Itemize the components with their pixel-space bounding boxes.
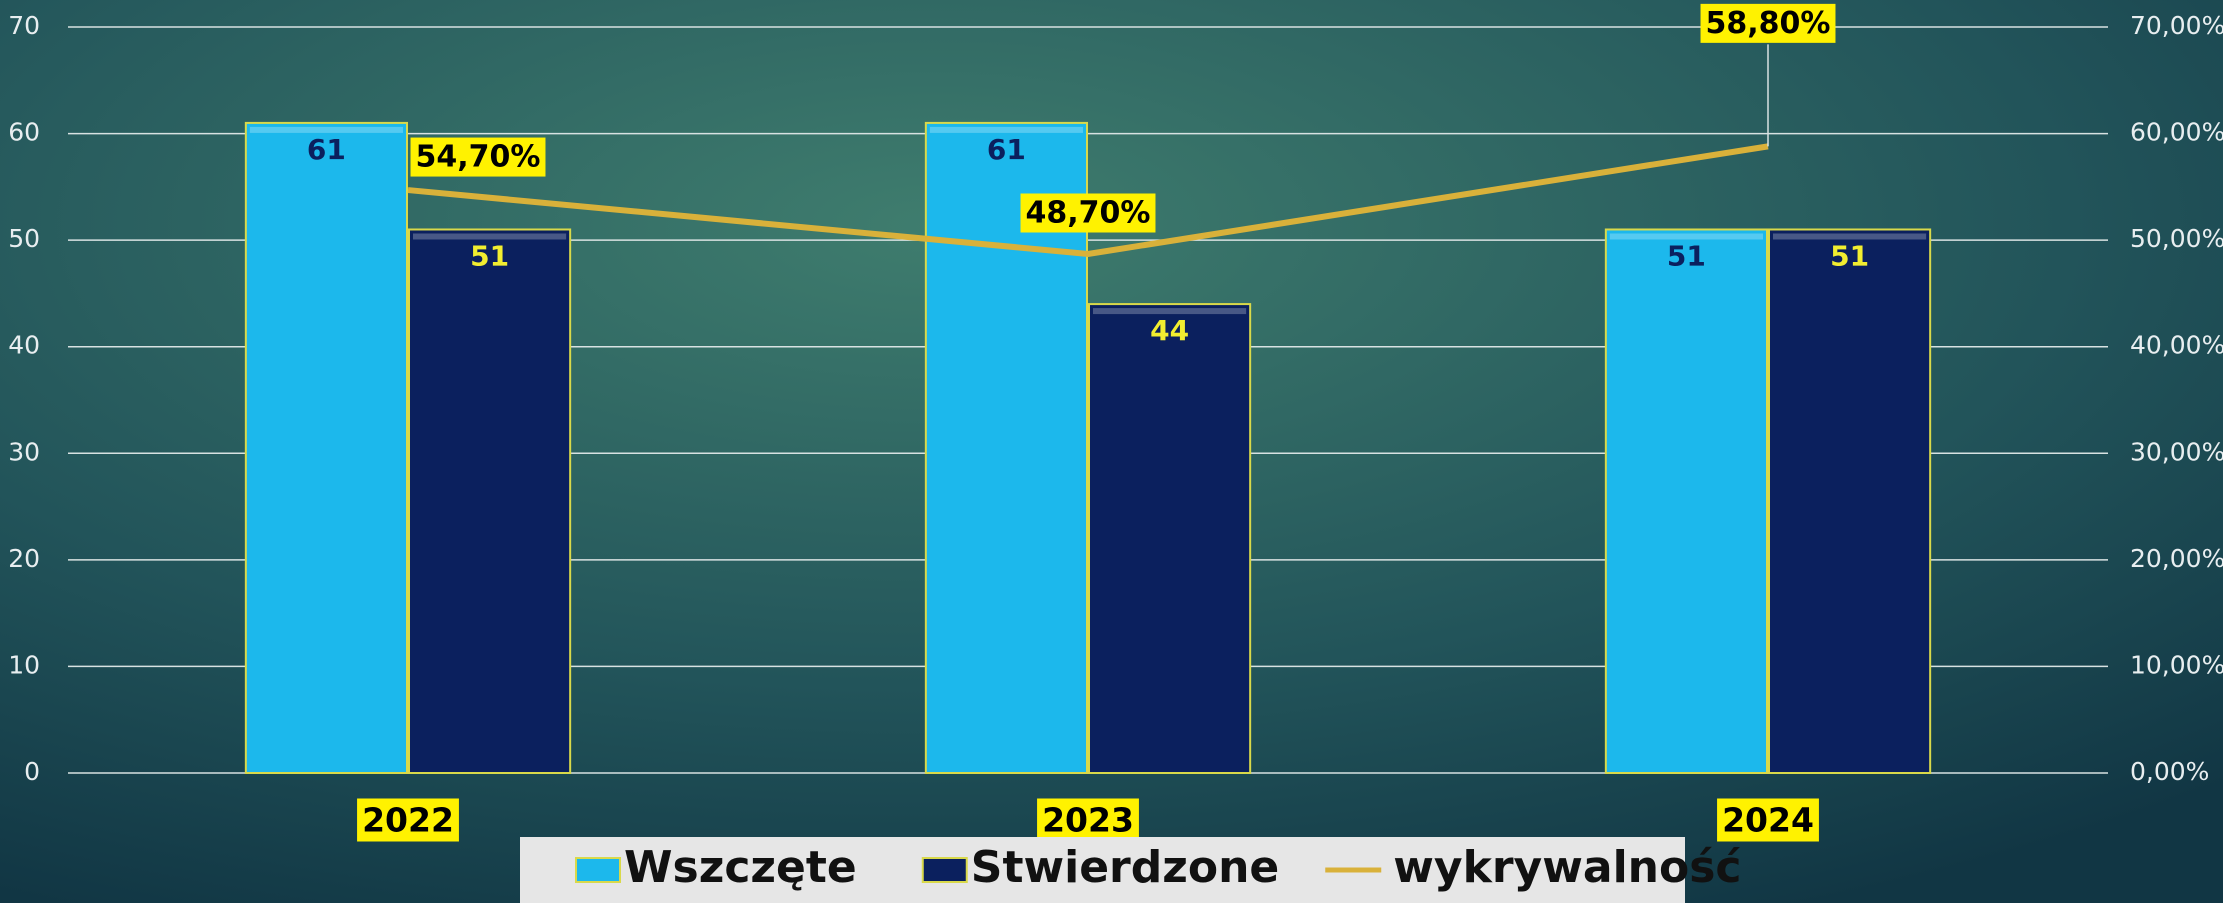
legend-swatch bbox=[575, 857, 621, 883]
y2-tick-label: 60,00% bbox=[2130, 118, 2223, 147]
legend-label: Stwierdzone bbox=[971, 842, 1280, 893]
x-tick-label-box bbox=[1037, 798, 1139, 842]
y2-tick-label: 20,00% bbox=[2130, 544, 2223, 573]
y2-tick-label: 70,00% bbox=[2130, 11, 2223, 40]
bar-bevel bbox=[1093, 308, 1247, 315]
y2-tick-label: 10,00% bbox=[2130, 650, 2223, 679]
line-value-label-box bbox=[410, 137, 546, 177]
bar bbox=[1768, 228, 1932, 774]
bar-value-label: 51 bbox=[470, 239, 509, 272]
x-tick-label: 2023 bbox=[1042, 801, 1134, 840]
bar-bevel bbox=[249, 126, 403, 133]
bar-value-label: 51 bbox=[1830, 239, 1869, 272]
y-tick-label: 50 bbox=[8, 224, 40, 253]
bar-value-label: 44 bbox=[1150, 314, 1189, 347]
y2-tick-label: 40,00% bbox=[2130, 331, 2223, 360]
bar-bevel bbox=[1609, 233, 1763, 240]
y-tick-label: 40 bbox=[8, 331, 40, 360]
bar bbox=[408, 228, 572, 774]
legend-box bbox=[520, 837, 1685, 903]
legend-swatch bbox=[921, 857, 968, 883]
y-tick-label: 10 bbox=[8, 650, 40, 679]
y-tick-label: 0 bbox=[24, 757, 40, 786]
bar-value-label: 61 bbox=[987, 133, 1026, 166]
bar-bevel bbox=[413, 233, 567, 240]
line bbox=[407, 143, 1769, 258]
legend-label: wykrywalność bbox=[1393, 842, 1741, 893]
line-value-label-box bbox=[1020, 193, 1156, 233]
y2-tick-label: 0,00% bbox=[2130, 757, 2209, 786]
line-value-label: 58,80% bbox=[1706, 6, 1831, 41]
y2-tick-label: 30,00% bbox=[2130, 437, 2223, 466]
y2-tick-label: 50,00% bbox=[2130, 224, 2223, 253]
bar bbox=[1088, 303, 1252, 774]
y-tick-label: 20 bbox=[8, 544, 40, 573]
line-value-label: 54,70% bbox=[416, 140, 541, 175]
line-value-label: 48,70% bbox=[1026, 195, 1151, 230]
bar bbox=[244, 121, 408, 774]
y-tick-label: 70 bbox=[8, 11, 40, 40]
bar-bevel bbox=[1773, 233, 1927, 240]
bar-bevel bbox=[929, 126, 1083, 133]
bar-value-label: 51 bbox=[1667, 239, 1706, 272]
bar bbox=[1604, 228, 1768, 774]
legend-label: Wszczęte bbox=[624, 842, 857, 893]
x-tick-label-box bbox=[1717, 798, 1819, 842]
y-tick-label: 60 bbox=[8, 118, 40, 147]
bar-value-label: 61 bbox=[307, 133, 346, 166]
y-tick-label: 30 bbox=[8, 437, 40, 466]
line-value-label-box bbox=[1700, 3, 1836, 43]
x-tick-label-box bbox=[357, 798, 459, 842]
x-tick-label: 2022 bbox=[362, 801, 454, 840]
x-tick-label: 2024 bbox=[1722, 801, 1814, 840]
